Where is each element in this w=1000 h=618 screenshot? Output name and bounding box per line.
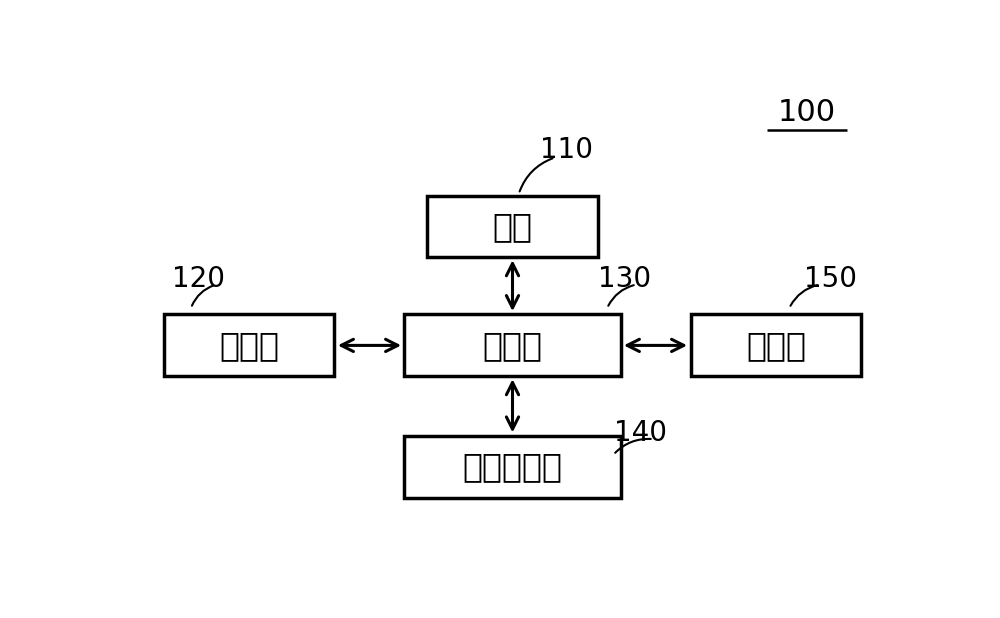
Text: 存储器: 存储器: [746, 329, 806, 362]
Bar: [404, 436, 621, 497]
Text: 控制器: 控制器: [482, 329, 542, 362]
Bar: [404, 315, 621, 376]
Text: 显示器: 显示器: [219, 329, 279, 362]
Text: 传感器模块: 传感器模块: [462, 451, 562, 483]
Bar: [427, 195, 598, 257]
Text: 120: 120: [172, 265, 225, 293]
Text: 130: 130: [598, 265, 651, 293]
Text: 140: 140: [614, 420, 667, 447]
Text: 100: 100: [778, 98, 836, 127]
Text: 110: 110: [540, 137, 593, 164]
Bar: [164, 315, 334, 376]
Text: 150: 150: [804, 265, 857, 293]
Text: 相机: 相机: [492, 210, 532, 243]
Bar: [691, 315, 861, 376]
